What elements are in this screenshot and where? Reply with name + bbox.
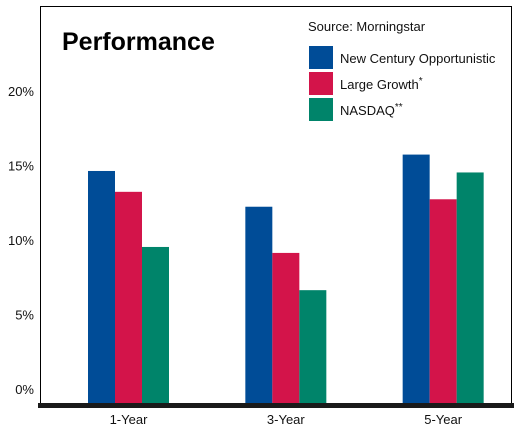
bar-new-century-opportunistic-3-year [245,206,273,404]
y-tick-label: 10% [8,233,34,248]
legend-swatch [309,72,333,95]
y-tick-label: 0% [15,382,34,397]
x-axis-baseline [38,403,514,408]
legend-swatch [309,98,333,121]
x-tick-label: 5-Year [424,412,462,427]
y-tick-label: 5% [15,308,34,323]
bar-nasdaq-1-year [142,246,169,404]
bar-large-growth-1-year [115,191,142,404]
legend-footnote-marker: ** [395,102,403,113]
y-tick-label: 15% [8,159,34,174]
legend-label: New Century Opportunistic [340,51,496,66]
legend-swatch [309,46,333,69]
chart-title: Performance [62,28,215,56]
y-tick-label: 20% [8,84,34,99]
legend-footnote-marker: * [419,76,423,87]
bar-new-century-opportunistic-5-year [402,154,430,404]
source-note: Source: Morningstar [308,19,426,34]
bar-nasdaq-5-year [456,172,484,404]
bar-nasdaq-3-year [299,290,327,404]
bar-large-growth-3-year [272,252,300,404]
bars-layer [88,154,484,404]
legend: New Century Opportunistic Large Growth* NA… [309,46,496,121]
x-tick-labels: 1-Year 3-Year 5-Year [110,412,463,427]
bar-large-growth-5-year [429,199,457,404]
bar-new-century-opportunistic-1-year [88,170,115,404]
x-tick-label: 3-Year [267,412,305,427]
legend-label: NASDAQ** [340,102,403,118]
legend-label: Large Growth* [340,76,423,92]
y-tick-labels: 0% 5% 10% 15% 20% [8,84,34,397]
x-tick-label: 1-Year [110,412,148,427]
